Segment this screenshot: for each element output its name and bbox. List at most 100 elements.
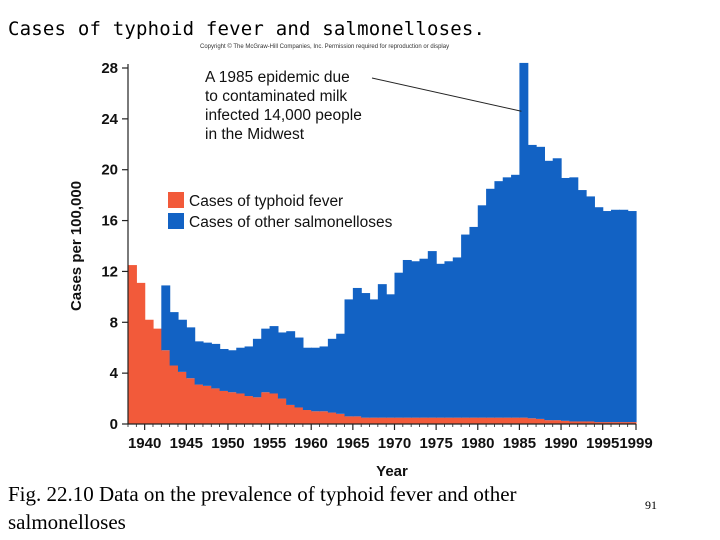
x-tick-label: 1980 <box>461 435 494 452</box>
salmonelloses-bar <box>286 331 296 405</box>
salmonelloses-bar <box>427 251 437 418</box>
salmonelloses-bar <box>469 226 479 418</box>
salmonelloses-bar <box>419 258 429 418</box>
typhoid-bar <box>527 418 537 424</box>
y-tick-label: 28 <box>101 60 118 77</box>
typhoid-bar <box>502 417 512 424</box>
x-tick-label: 1945 <box>170 435 203 452</box>
y-tick-label: 12 <box>101 263 118 280</box>
typhoid-bar <box>286 404 296 424</box>
typhoid-bar <box>536 418 545 424</box>
annotation-text: in the Midwest <box>205 126 305 143</box>
typhoid-bar <box>252 397 262 424</box>
x-tick-label: 1995 <box>586 435 619 452</box>
typhoid-bar <box>369 417 379 424</box>
typhoid-bar <box>394 417 404 424</box>
typhoid-bar <box>544 420 554 424</box>
typhoid-bar <box>128 265 137 424</box>
typhoid-bar <box>619 422 629 424</box>
typhoid-bar <box>569 421 579 424</box>
y-tick-label: 20 <box>101 162 118 179</box>
x-tick-label: 1985 <box>503 435 536 452</box>
salmonelloses-bar <box>236 347 246 394</box>
typhoid-bar <box>169 365 179 424</box>
salmonelloses-bar <box>211 343 221 389</box>
typhoid-bar <box>344 416 354 424</box>
x-tick-label: 1955 <box>253 435 286 452</box>
salmonelloses-bar <box>477 205 487 418</box>
salmonelloses-bar <box>394 272 404 418</box>
salmonelloses-bar <box>552 158 562 421</box>
salmonelloses-bar <box>494 181 504 418</box>
annotation-text: A 1985 epidemic due <box>205 69 350 86</box>
salmonelloses-bar <box>244 346 254 397</box>
x-axis-title: Year <box>376 463 408 480</box>
typhoid-bar <box>561 420 570 424</box>
typhoid-bar <box>144 319 154 424</box>
salmonelloses-bar <box>252 338 262 398</box>
typhoid-bar <box>627 422 637 424</box>
salmonelloses-bar <box>344 299 354 417</box>
annotation-text: to contaminated milk <box>205 88 347 105</box>
salmonelloses-bar <box>527 144 537 419</box>
salmonelloses-bar <box>519 62 529 418</box>
y-tick-label: 8 <box>110 314 118 331</box>
typhoid-bar <box>419 417 429 424</box>
typhoid-bar <box>311 411 321 424</box>
typhoid-bar <box>261 392 271 424</box>
typhoid-bar <box>202 385 212 424</box>
annotation-leader-line <box>371 77 522 112</box>
typhoid-bar <box>336 413 346 424</box>
typhoid-bar <box>494 417 504 424</box>
typhoid-bar <box>294 407 304 424</box>
salmonelloses-bar <box>502 177 512 418</box>
salmonelloses-bar <box>561 177 570 421</box>
y-axis-title: Cases per 100,000 <box>68 181 85 311</box>
salmonelloses-bar <box>611 209 620 423</box>
typhoid-bar <box>402 417 412 424</box>
salmonelloses-bar <box>461 234 471 418</box>
salmonelloses-bar <box>194 341 204 385</box>
typhoid-bar <box>327 412 337 424</box>
salmonelloses-bar <box>577 190 587 422</box>
copyright-notice: Copyright © The McGraw-Hill Companies, I… <box>200 44 450 50</box>
x-tick-label: 1975 <box>419 435 452 452</box>
salmonelloses-bar <box>261 328 271 393</box>
typhoid-bar <box>269 393 279 424</box>
salmonelloses-bar <box>586 196 595 422</box>
salmonelloses-bar <box>594 207 604 423</box>
typhoid-bar <box>477 417 487 424</box>
typhoid-bar <box>469 417 479 424</box>
salmonelloses-bar <box>619 209 629 423</box>
typhoid-bar <box>186 378 196 424</box>
salmonelloses-bar <box>444 261 454 418</box>
salmonelloses-bar <box>294 337 304 408</box>
salmonelloses-bar <box>177 319 187 372</box>
typhoid-bar <box>352 416 362 424</box>
salmonelloses-bar <box>186 327 196 379</box>
salmonelloses-bar <box>327 338 337 413</box>
typhoid-bar <box>177 371 187 424</box>
x-tick-label: 1950 <box>211 435 244 452</box>
typhoid-bar <box>211 388 221 424</box>
typhoid-bar <box>444 417 454 424</box>
salmonelloses-bar <box>369 299 379 418</box>
salmonelloses-bar <box>219 348 229 391</box>
typhoid-bar <box>236 393 246 424</box>
typhoid-bar <box>386 417 396 424</box>
typhoid-bar <box>411 417 421 424</box>
typhoid-bar <box>277 398 287 424</box>
salmonelloses-bar <box>269 326 279 394</box>
typhoid-bar <box>152 328 162 424</box>
typhoid-bar <box>161 350 171 424</box>
legend-label-salmonelloses: Cases of other salmonelloses <box>189 214 393 231</box>
y-tick-label: 24 <box>101 111 118 128</box>
salmonelloses-bar <box>569 177 579 422</box>
salmonelloses-bar <box>202 342 212 386</box>
x-tick-label: 1990 <box>544 435 577 452</box>
x-tick-label: 1999 <box>619 435 652 452</box>
typhoid-bar <box>427 417 437 424</box>
salmonelloses-bar <box>486 188 496 418</box>
typhoid-bar <box>361 417 371 424</box>
y-tick-label: 4 <box>110 365 119 382</box>
